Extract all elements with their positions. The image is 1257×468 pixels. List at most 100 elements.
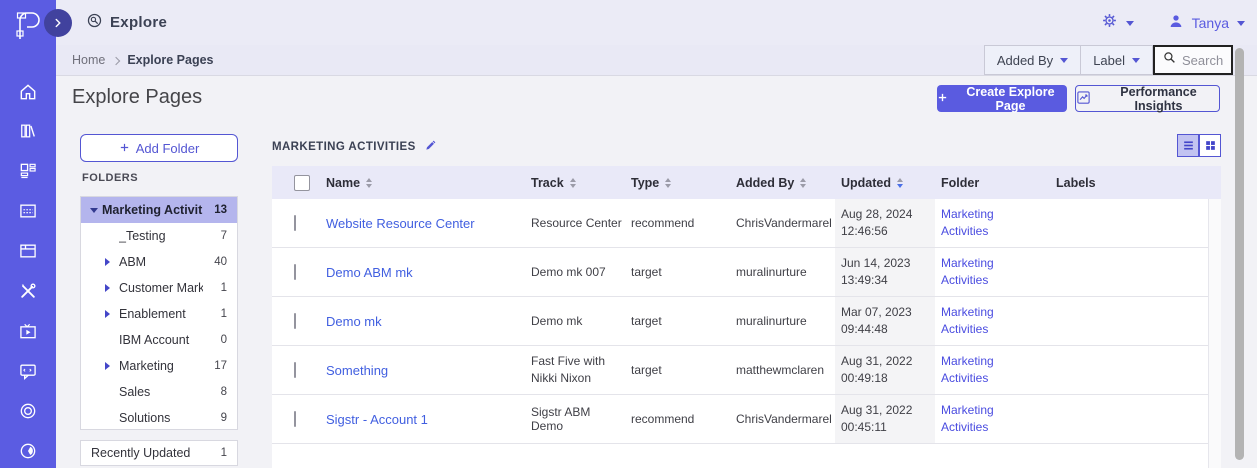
folder-collapsed-caret-icon[interactable]	[105, 258, 110, 266]
folder-collapsed-caret-icon[interactable]	[105, 362, 110, 370]
updated-time: 12:46:56	[841, 224, 888, 238]
updated-date: Aug 31, 2022	[841, 354, 913, 368]
tools-icon[interactable]	[16, 279, 40, 303]
settings-chevron-down-icon[interactable]	[1125, 20, 1134, 26]
updated-time: 00:49:18	[841, 371, 888, 385]
explore-page-link[interactable]: Website Resource Center	[326, 215, 475, 231]
reports-icon[interactable]	[16, 439, 40, 463]
sort-icon[interactable]	[569, 177, 576, 188]
page-scrollbar[interactable]	[1235, 48, 1244, 460]
sidebar-expand-button[interactable]	[44, 9, 72, 37]
search-icon	[1163, 51, 1176, 69]
window-icon[interactable]	[16, 239, 40, 263]
recently-updated-filter[interactable]: Recently Updated 1	[80, 440, 238, 466]
folder-label: IBM Account	[119, 333, 190, 347]
updated-time: 13:49:34	[841, 273, 888, 287]
folder-item-abm[interactable]: ABM 40	[81, 249, 237, 275]
column-header-folder[interactable]: Folder	[935, 176, 1050, 190]
column-label: Updated	[841, 175, 891, 190]
folder-link[interactable]: Marketing Activities	[941, 403, 994, 434]
explore-page-link[interactable]: Something	[326, 362, 389, 378]
updated-time: 09:44:48	[841, 322, 888, 336]
folder-item-solutions[interactable]: Solutions 9	[81, 405, 237, 431]
column-header-added-by[interactable]: Added By	[730, 176, 835, 190]
column-header-updated[interactable]: Updated	[835, 176, 935, 190]
create-explore-page-button[interactable]: Create Explore Page	[937, 85, 1067, 113]
explore-page-link[interactable]: Demo mk	[326, 313, 382, 329]
type-cell: target	[631, 265, 662, 279]
user-name[interactable]: Tanya	[1191, 15, 1229, 31]
table-row: Sigstr - Account 1 Sigstr ABM Demo recom…	[272, 395, 1221, 444]
user-avatar-icon[interactable]	[1168, 13, 1184, 34]
added-by-cell: ChrisVandermarel	[736, 216, 832, 230]
folder-item-sales[interactable]: Sales 8	[81, 379, 237, 405]
sort-icon[interactable]	[366, 177, 373, 188]
column-header-type[interactable]: Type	[625, 176, 730, 190]
performance-insights-button[interactable]: Performance Insights	[1075, 85, 1220, 113]
row-checkbox[interactable]	[294, 215, 296, 231]
add-folder-button[interactable]: Add Folder	[80, 134, 238, 162]
folder-item-marketing-activities[interactable]: Marketing Activities 13	[81, 197, 237, 223]
updated-time: 00:45:11	[841, 420, 887, 434]
folder-expanded-caret-icon[interactable]	[90, 207, 98, 213]
folder-item-marketing[interactable]: Marketing 17	[81, 353, 237, 379]
folder-collapsed-caret-icon[interactable]	[105, 284, 110, 292]
forms-icon[interactable]	[16, 199, 40, 223]
row-checkbox[interactable]	[294, 313, 296, 329]
folder-collapsed-caret-icon[interactable]	[105, 310, 110, 318]
feedback-icon[interactable]	[16, 359, 40, 383]
folder-count: 40	[214, 256, 227, 268]
grid-view-button[interactable]	[1199, 134, 1221, 157]
video-icon[interactable]	[16, 319, 40, 343]
page-title: Explore Pages	[72, 86, 203, 108]
added-by-cell: matthewmclaren	[736, 363, 825, 377]
folder-label: Customer Market...	[119, 281, 203, 295]
sort-icon[interactable]	[800, 177, 807, 188]
explore-page-link[interactable]: Demo ABM mk	[326, 264, 413, 280]
folder-item-ibm-account[interactable]: IBM Account 0	[81, 327, 237, 353]
view-toggle-group	[1177, 134, 1221, 157]
row-checkbox[interactable]	[294, 411, 296, 427]
folder-link[interactable]: Marketing Activities	[941, 354, 994, 385]
updated-cell: Jun 14, 2023 13:49:34	[835, 248, 935, 296]
label-filter-dropdown[interactable]: Label	[1081, 45, 1153, 75]
sort-icon-active[interactable]	[897, 177, 903, 188]
folder-link[interactable]: Marketing Activities	[941, 256, 994, 287]
user-chevron-down-icon[interactable]	[1237, 20, 1245, 26]
dashboard-icon[interactable]	[16, 159, 40, 183]
folder-label: ABM	[119, 255, 147, 269]
home-icon[interactable]	[16, 80, 40, 104]
explore-pages-table: Name Track Type Added By Updated Folder	[272, 166, 1221, 468]
added-by-filter-dropdown[interactable]: Added By	[983, 45, 1082, 75]
table-scrollbar-gutter[interactable]	[1208, 199, 1221, 468]
list-view-button[interactable]	[1177, 134, 1199, 157]
sort-icon[interactable]	[665, 177, 672, 188]
settings-gear-icon[interactable]	[1101, 12, 1118, 34]
edit-pencil-icon[interactable]	[424, 138, 438, 155]
column-label: Name	[326, 175, 361, 190]
select-all-checkbox[interactable]	[294, 174, 310, 191]
folder-item-enablement[interactable]: Enablement 1	[81, 301, 237, 327]
updated-cell: Aug 31, 2022 00:45:11	[835, 395, 935, 443]
explore-page-link[interactable]: Sigstr - Account 1	[326, 411, 428, 427]
folder-item-testing[interactable]: _Testing 7	[81, 223, 237, 249]
folder-item-customer-marketing[interactable]: Customer Market... 1	[81, 275, 237, 301]
breadcrumb-home-link[interactable]: Home	[72, 53, 106, 67]
folder-link[interactable]: Marketing Activities	[941, 207, 994, 238]
folder-label: Solutions	[119, 411, 171, 425]
plus-icon	[119, 141, 130, 156]
pathfactory-logo-icon	[7, 5, 47, 45]
column-header-track[interactable]: Track	[525, 176, 625, 190]
column-header-labels[interactable]: Labels	[1050, 176, 1150, 190]
updated-cell: Mar 07, 2023 09:44:48	[835, 297, 935, 345]
added-by-filter-label: Added By	[996, 52, 1054, 68]
column-label: Added By	[736, 175, 795, 190]
search-input[interactable]	[1182, 52, 1230, 68]
sidebar-nav	[0, 0, 56, 468]
column-header-name[interactable]: Name	[320, 176, 525, 190]
target-icon[interactable]	[16, 399, 40, 423]
folder-link[interactable]: Marketing Activities	[941, 305, 994, 336]
row-checkbox[interactable]	[294, 362, 296, 378]
row-checkbox[interactable]	[294, 264, 296, 280]
library-icon[interactable]	[16, 119, 40, 143]
